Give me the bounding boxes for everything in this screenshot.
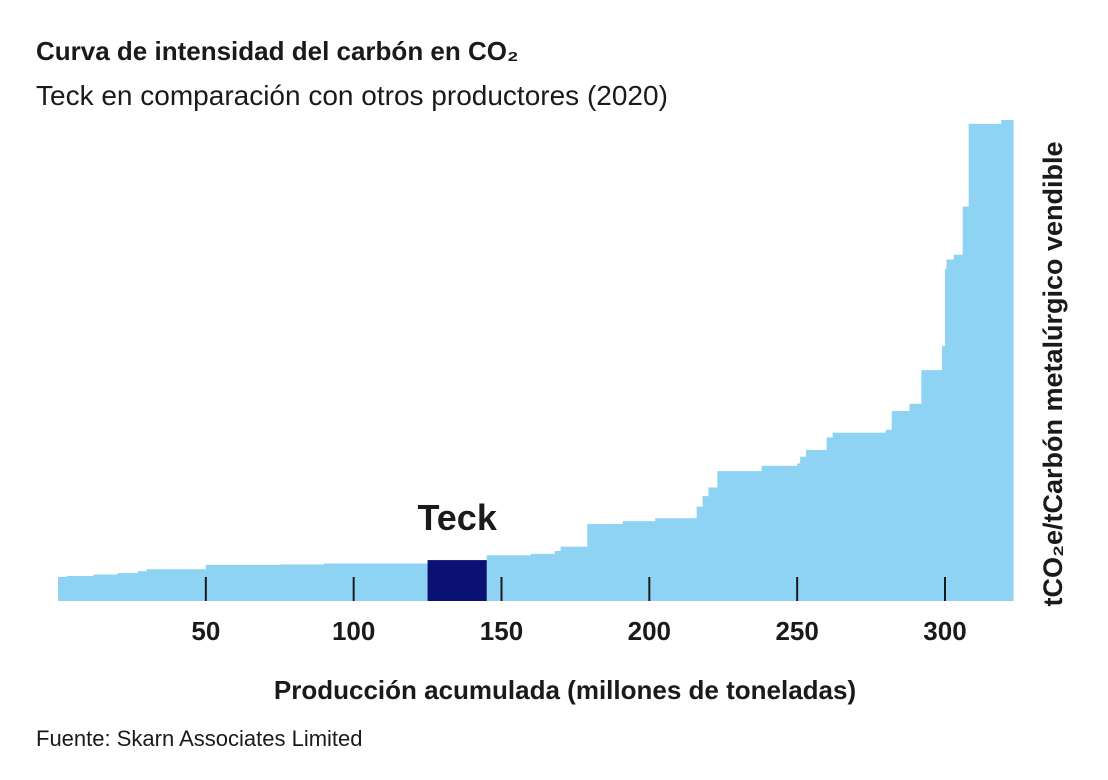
curve-bar bbox=[885, 429, 893, 601]
x-tick-label: 250 bbox=[775, 616, 818, 646]
curve-bar bbox=[1001, 120, 1014, 601]
source-note: Fuente: Skarn Associates Limited bbox=[36, 726, 363, 751]
curve-bar bbox=[946, 259, 955, 601]
chart-title: Curva de intensidad del carbón en CO₂ bbox=[36, 36, 519, 66]
curve-bar bbox=[832, 432, 887, 601]
curve-bar bbox=[761, 465, 798, 601]
x-axis-ticks: 50 100 150 200 250 300 bbox=[191, 577, 967, 646]
curve-bar bbox=[891, 411, 911, 601]
x-tick-label: 100 bbox=[332, 616, 375, 646]
curve-bar bbox=[953, 254, 964, 601]
curve-bar bbox=[66, 575, 95, 601]
curve-bar bbox=[909, 403, 922, 601]
curve-bar bbox=[797, 463, 801, 601]
curve-bar bbox=[146, 569, 207, 601]
y-axis-label: tCO₂e/tCarbón metalúrgico vendible bbox=[1038, 141, 1068, 606]
highlight-group: Teck bbox=[417, 497, 498, 601]
curve-bar bbox=[117, 573, 139, 601]
curve-bar bbox=[531, 553, 556, 601]
x-tick-label: 300 bbox=[923, 616, 966, 646]
curve-bar bbox=[696, 506, 704, 601]
x-tick-label: 50 bbox=[191, 616, 220, 646]
curve-bar bbox=[800, 456, 807, 601]
curve-bar bbox=[826, 437, 834, 601]
curve-bar bbox=[205, 564, 281, 601]
curve-bar bbox=[93, 574, 118, 601]
curve-bar bbox=[622, 521, 656, 601]
x-tick-label: 200 bbox=[628, 616, 671, 646]
curve-bar bbox=[944, 269, 948, 601]
curve-bar bbox=[962, 206, 970, 601]
x-tick-label: 150 bbox=[480, 616, 523, 646]
curve-bar bbox=[968, 123, 1002, 602]
curve-bar bbox=[921, 370, 943, 601]
curve-bar bbox=[554, 550, 562, 601]
curve-bar bbox=[708, 487, 718, 601]
curve-bar bbox=[324, 563, 429, 601]
curve-bar bbox=[702, 496, 710, 601]
curve-bar bbox=[942, 346, 946, 601]
curve-bar bbox=[587, 524, 624, 601]
curve-bar bbox=[137, 571, 148, 601]
x-axis-label: Producción acumulada (millones de tonela… bbox=[274, 675, 856, 705]
curve-bar bbox=[806, 449, 828, 601]
chart-subtitle: Teck en comparación con otros productore… bbox=[36, 80, 668, 111]
curve-bar bbox=[560, 546, 588, 601]
teck-bar bbox=[427, 560, 487, 601]
curve-bar bbox=[58, 576, 68, 601]
teck-label: Teck bbox=[417, 497, 497, 538]
curve-bar bbox=[717, 471, 763, 601]
bars-group bbox=[58, 120, 1014, 602]
curve-bar bbox=[486, 555, 532, 601]
curve-bar bbox=[279, 564, 325, 601]
curve-bar bbox=[655, 518, 698, 601]
